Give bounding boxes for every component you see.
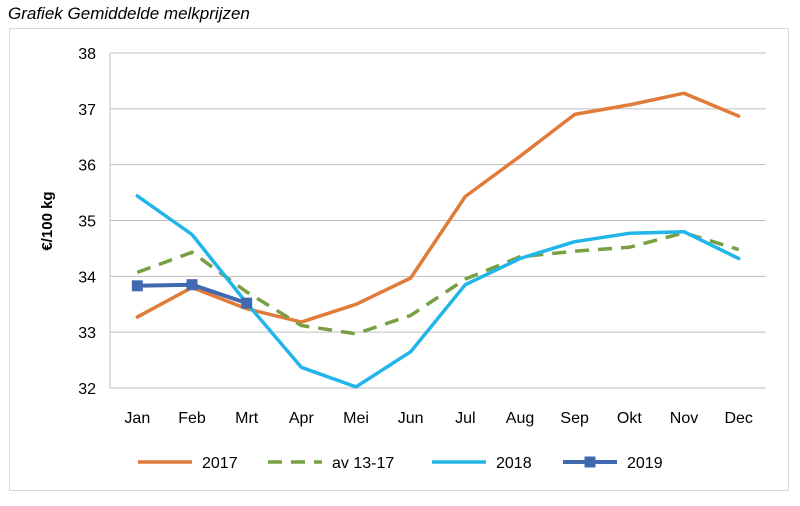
x-tick-label: Apr: [289, 410, 315, 427]
y-tick-label: 33: [78, 325, 96, 342]
y-tick-label: 37: [78, 102, 96, 119]
x-tick-label: Dec: [724, 410, 752, 427]
series-markers: [131, 279, 253, 309]
chart-frame: [9, 28, 789, 491]
gridlines: [109, 52, 766, 389]
y-tick-labels: 32 33 34 35 36 37 38: [78, 46, 96, 398]
legend-label: 2018: [496, 455, 532, 472]
data-point-marker: [131, 280, 143, 292]
y-tick-label: 38: [78, 46, 96, 63]
x-tick-label: Jun: [398, 410, 424, 427]
x-tick-labels: Jan Feb Mrt Apr Mei Jun Jul Aug Sep Okt Nov Dec: [124, 410, 752, 427]
chart-caption: Grafiek Gemiddelde melkprijzen: [8, 4, 250, 23]
x-tick-label: Mrt: [235, 410, 259, 427]
x-tick-label: Nov: [670, 410, 698, 427]
legend-label: 2019: [627, 455, 663, 472]
x-tick-label: Jul: [455, 410, 475, 427]
data-point-marker: [186, 279, 198, 291]
y-axis-label: €/100 kg: [39, 191, 56, 250]
x-tick-label: Feb: [178, 410, 206, 427]
y-tick-label: 34: [78, 269, 96, 286]
series-lines: [135, 91, 741, 389]
legend-marker: [584, 456, 596, 468]
y-tick-label: 36: [78, 158, 96, 175]
legend-label: av 13-17: [332, 455, 394, 472]
x-tick-label: Aug: [506, 410, 534, 427]
x-tick-label: Sep: [560, 410, 589, 427]
y-tick-label: 35: [78, 214, 96, 231]
y-tick-label: 32: [78, 381, 96, 398]
data-point-marker: [241, 297, 253, 309]
series-line-av-13-17: [136, 231, 740, 336]
series-line-2018: [135, 194, 741, 389]
x-tick-label: Jan: [124, 410, 150, 427]
legend-label: 2017: [202, 455, 238, 472]
x-tick-label: Okt: [617, 410, 642, 427]
series-line-2017: [135, 91, 741, 324]
x-tick-label: Mei: [343, 410, 369, 427]
legend: 2017 av 13-17 2018 2019: [138, 455, 663, 472]
